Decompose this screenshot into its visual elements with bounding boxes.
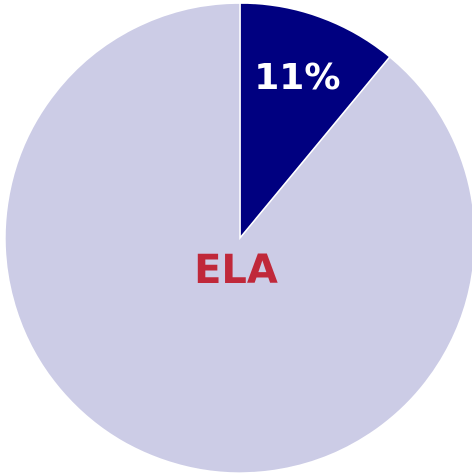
slice-label: 11%: [254, 57, 340, 98]
pie-slice: [239, 2, 391, 241]
pie-slice: [4, 2, 472, 474]
center-label: ELA: [194, 247, 278, 293]
